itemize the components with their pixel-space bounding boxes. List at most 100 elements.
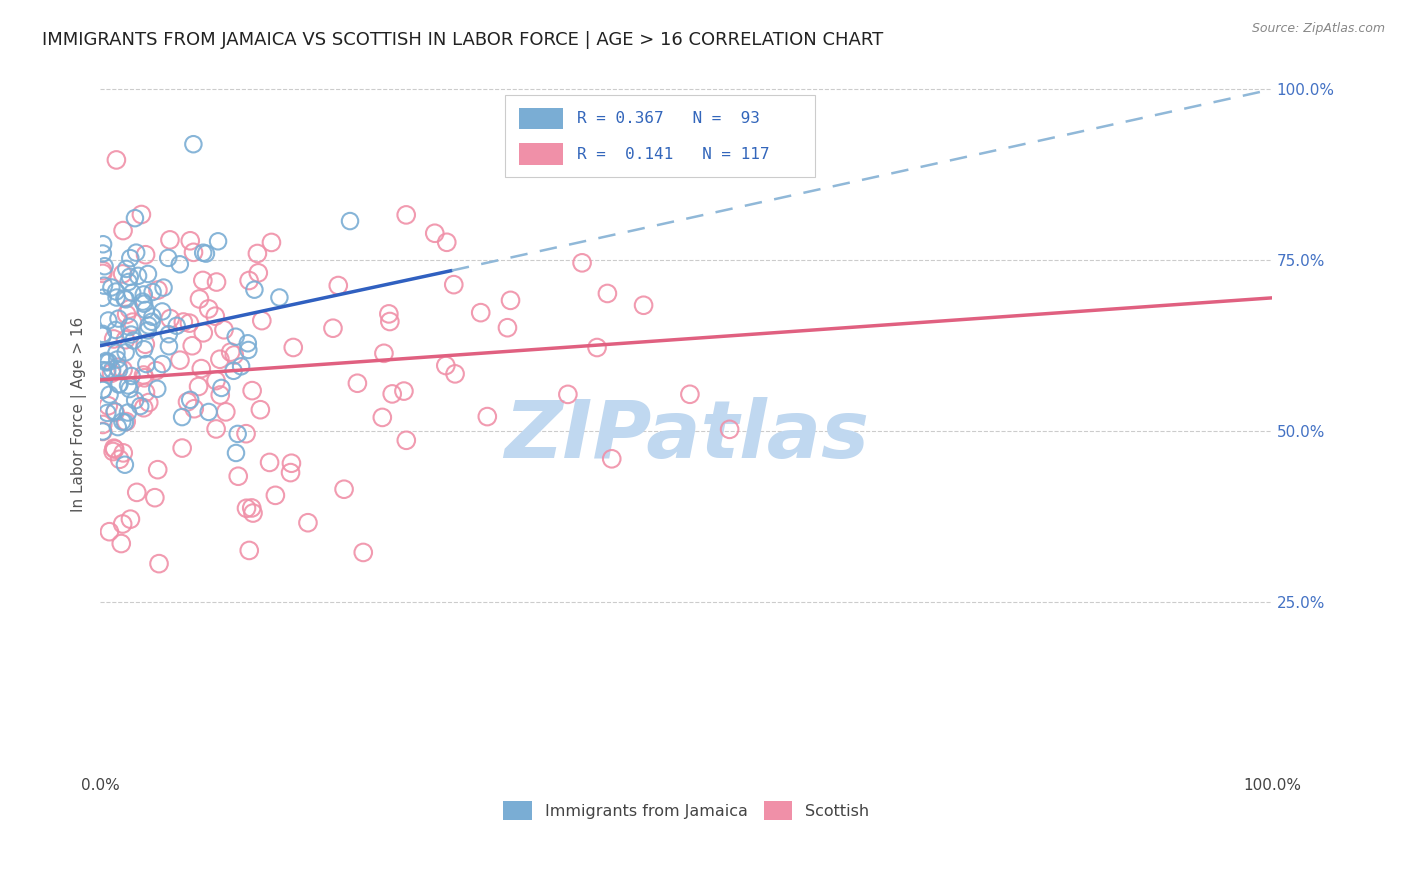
Point (378, 314, 401, 328)
Point (121, 368, 143, 383)
Point (166, 318, 188, 333)
Point (91, 417, 114, 432)
Point (112, 223, 135, 237)
Point (134, 337, 156, 351)
FancyBboxPatch shape (519, 144, 564, 165)
Point (193, 245, 215, 260)
Text: R = 0.367   N =  93: R = 0.367 N = 93 (578, 111, 761, 126)
Point (132, 401, 155, 415)
Point (120, 327, 142, 342)
Point (121, 285, 143, 300)
Point (118, 301, 141, 316)
Point (115, 307, 138, 321)
Point (132, 343, 155, 357)
Point (224, 348, 246, 362)
Point (91, 425, 114, 439)
Point (633, 298, 655, 312)
Point (179, 316, 201, 330)
Point (283, 341, 305, 355)
Point (91, 246, 114, 260)
Point (181, 339, 204, 353)
Point (120, 251, 142, 265)
Point (238, 343, 260, 357)
Point (322, 321, 344, 335)
Point (114, 345, 136, 359)
Point (246, 246, 269, 260)
Point (121, 315, 143, 329)
Point (172, 441, 194, 455)
Point (91, 264, 114, 278)
Point (117, 405, 139, 419)
Point (395, 208, 418, 222)
Point (132, 294, 155, 309)
Point (193, 326, 215, 340)
Point (101, 444, 124, 458)
Point (226, 426, 249, 441)
Point (209, 381, 232, 395)
Point (112, 291, 135, 305)
Point (111, 267, 134, 281)
Point (190, 361, 212, 376)
Point (141, 315, 163, 329)
Text: IMMIGRANTS FROM JAMAICA VS SCOTTISH IN LABOR FORCE | AGE > 16 CORRELATION CHART: IMMIGRANTS FROM JAMAICA VS SCOTTISH IN L… (42, 31, 883, 49)
Point (135, 248, 157, 262)
Point (91, 237, 114, 252)
Point (105, 153, 128, 167)
Point (249, 402, 271, 417)
Point (183, 137, 205, 152)
Point (169, 353, 191, 368)
Point (104, 405, 127, 419)
Point (152, 280, 174, 294)
Point (100, 366, 122, 380)
Point (110, 536, 132, 550)
Point (145, 364, 167, 378)
Point (114, 333, 136, 347)
Point (381, 387, 404, 401)
Point (235, 501, 257, 516)
Point (212, 323, 235, 337)
Point (496, 320, 519, 334)
Point (111, 415, 134, 429)
Point (115, 293, 138, 307)
Point (91, 266, 114, 280)
Point (98, 387, 121, 401)
Point (215, 405, 238, 419)
Point (183, 245, 205, 260)
Point (132, 296, 155, 310)
Point (236, 336, 259, 351)
Point (208, 352, 231, 367)
Point (97, 313, 120, 327)
Point (260, 235, 283, 250)
Point (142, 285, 165, 299)
Point (297, 516, 319, 530)
Point (118, 269, 141, 284)
Point (105, 346, 128, 360)
Point (172, 315, 194, 329)
Point (127, 268, 149, 283)
Point (373, 346, 395, 360)
Point (339, 214, 361, 228)
Point (104, 404, 127, 418)
Point (124, 393, 146, 408)
Point (179, 392, 201, 407)
Point (197, 301, 219, 316)
Point (328, 278, 350, 293)
Point (118, 382, 141, 396)
Point (378, 307, 401, 321)
Point (191, 273, 214, 287)
Point (179, 234, 201, 248)
Point (205, 422, 228, 436)
Point (157, 251, 180, 265)
Point (197, 405, 219, 419)
Point (679, 387, 702, 401)
Point (150, 357, 173, 371)
Point (103, 332, 125, 346)
Point (108, 363, 131, 377)
Point (571, 256, 593, 270)
Point (392, 384, 415, 398)
Point (134, 371, 156, 385)
Point (107, 377, 129, 392)
Point (100, 280, 122, 294)
Point (207, 235, 229, 249)
Point (107, 420, 129, 434)
